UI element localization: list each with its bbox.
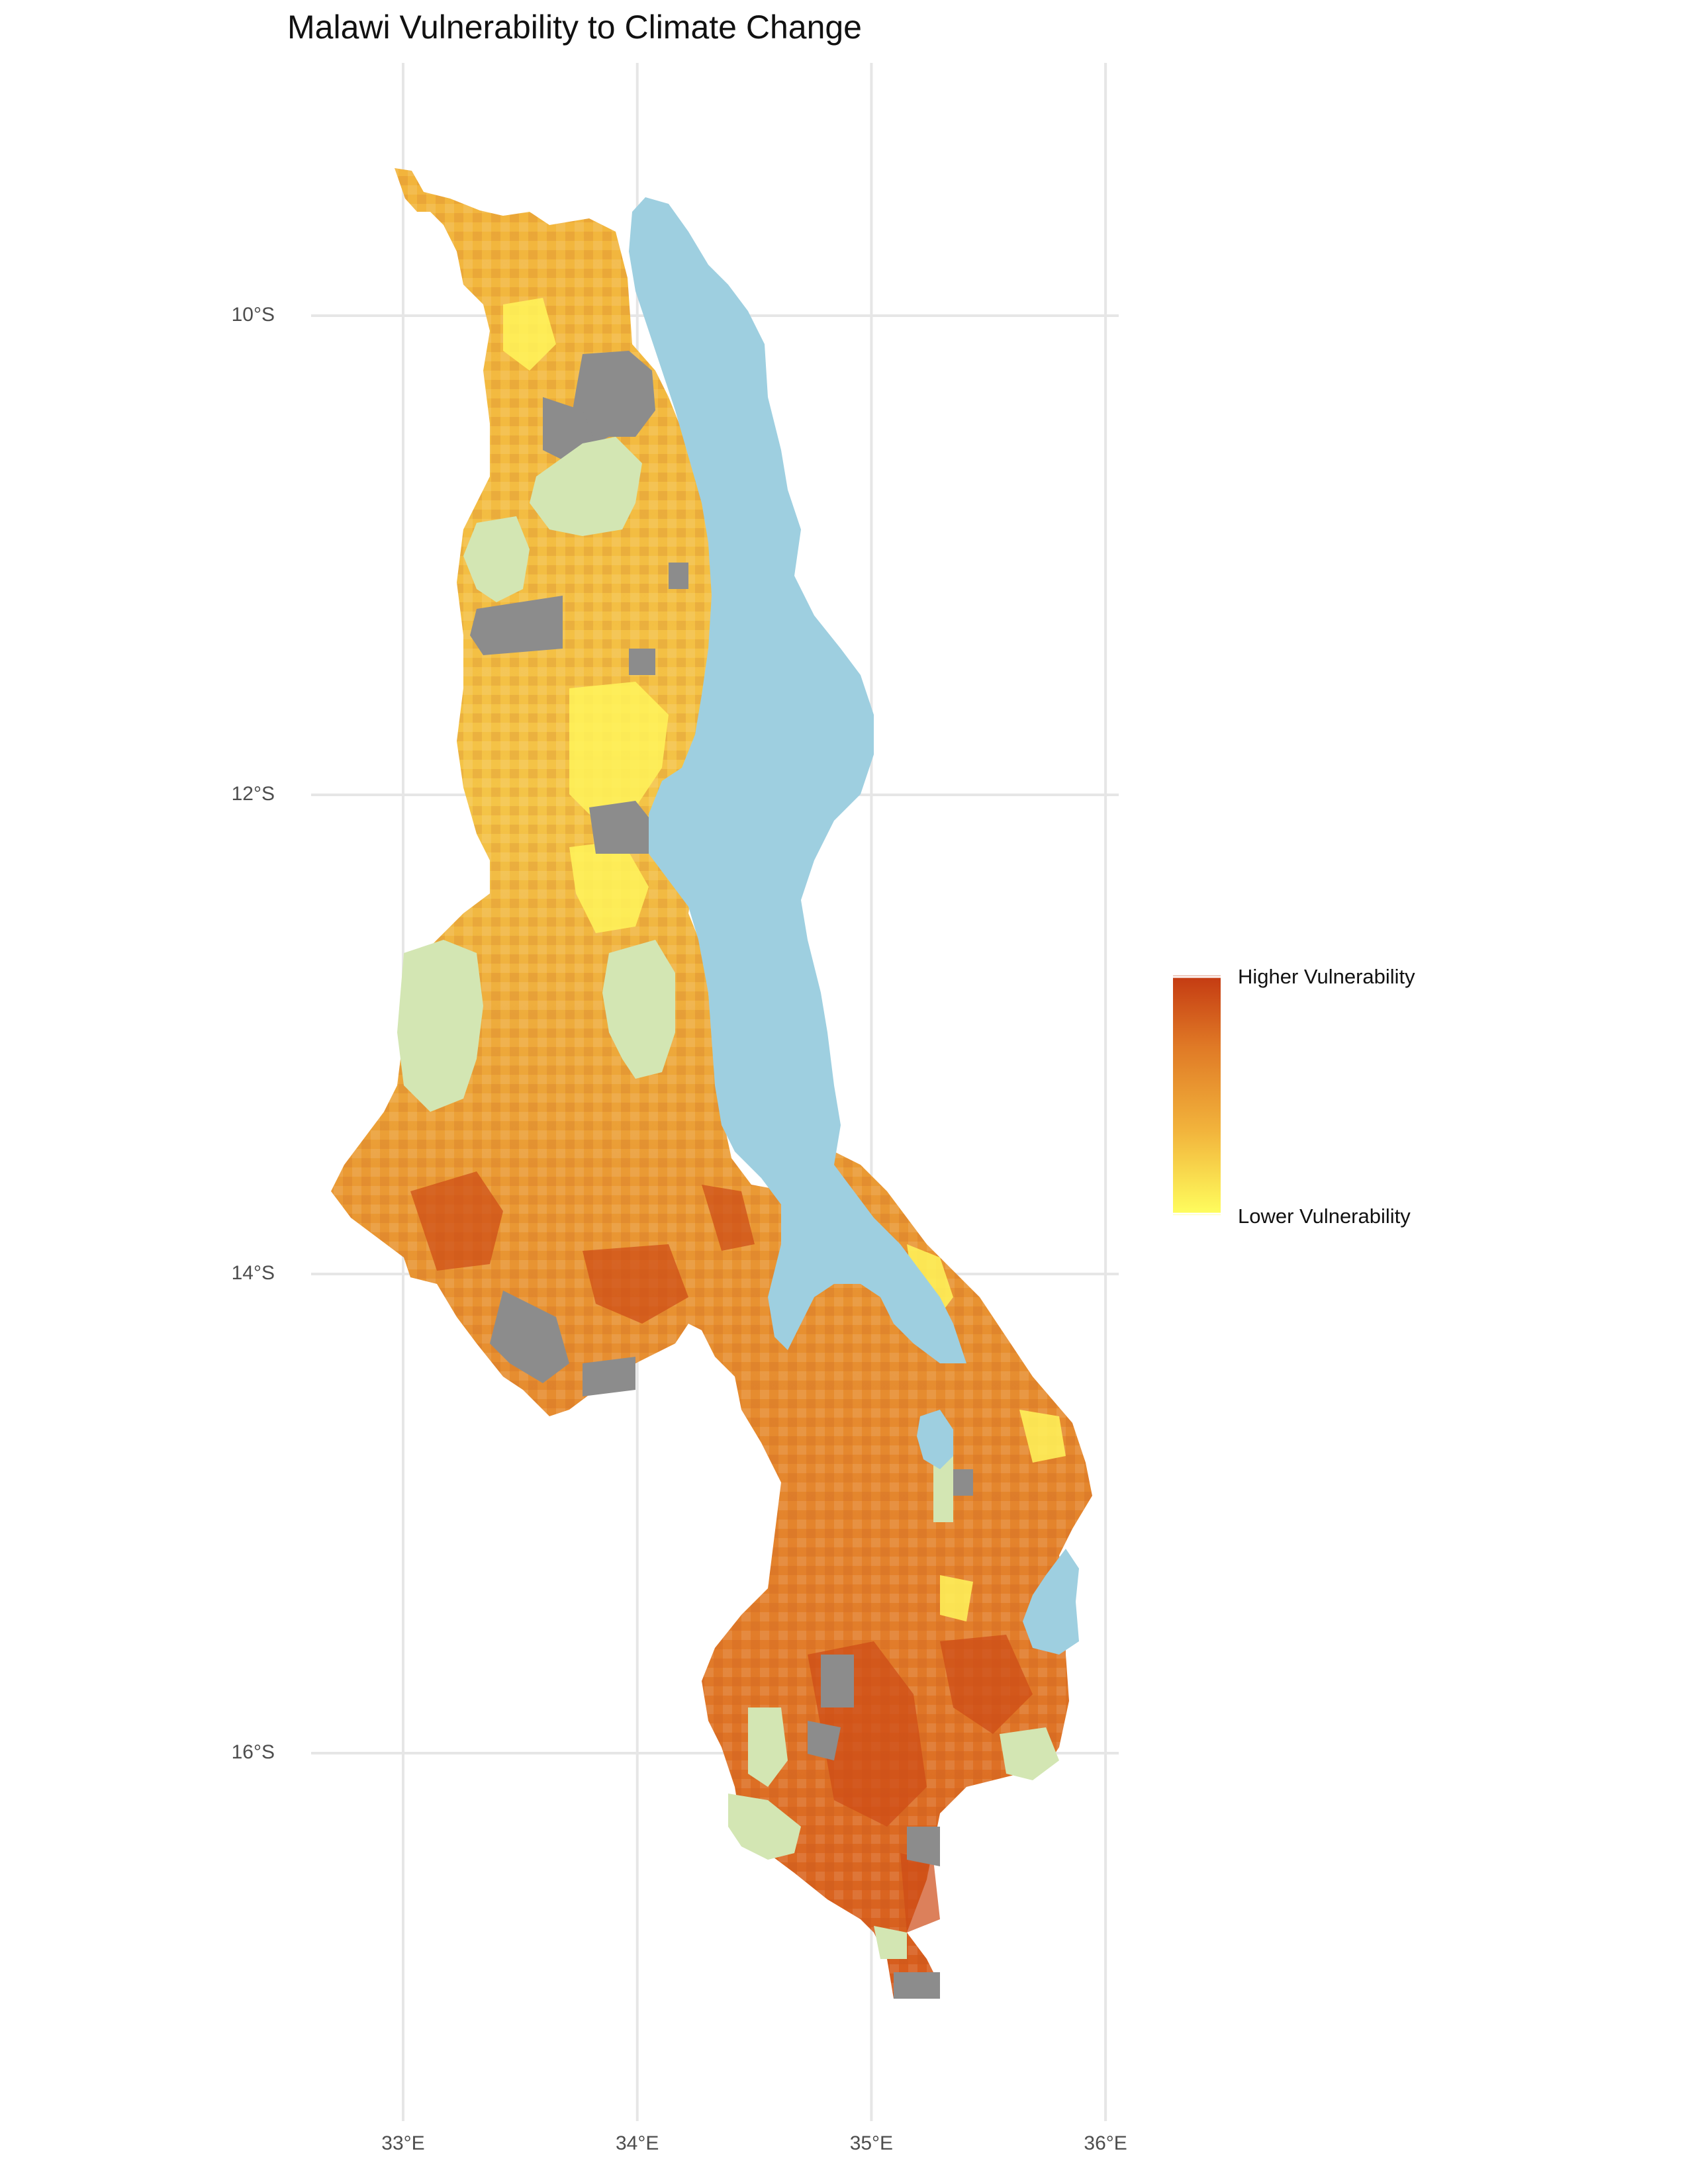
map-title: Malawi Vulnerability to Climate Change (287, 9, 862, 46)
legend-color-bar (1173, 976, 1221, 1215)
legend-high-label: Higher Vulnerability (1238, 965, 1415, 988)
lake-malawi (629, 197, 966, 1363)
x-tick-label: 34°E (615, 2132, 659, 2154)
y-tick-label: 14°S (231, 1262, 275, 1284)
x-tick-label: 33°E (381, 2132, 425, 2154)
lakes (629, 197, 1079, 1655)
y-tick-label: 16°S (231, 1741, 275, 1763)
y-tick-label: 10°S (231, 304, 275, 326)
lake-chilwa (1023, 1549, 1079, 1655)
protected-areas (397, 437, 1059, 1959)
no-data-areas (470, 351, 973, 1999)
x-tick-label: 36°E (1084, 2132, 1127, 2154)
x-tick-label: 35°E (849, 2132, 894, 2154)
legend-low-label: Lower Vulnerability (1238, 1205, 1411, 1228)
y-tick-label: 12°S (231, 783, 275, 805)
lake-malombe (917, 1410, 953, 1469)
